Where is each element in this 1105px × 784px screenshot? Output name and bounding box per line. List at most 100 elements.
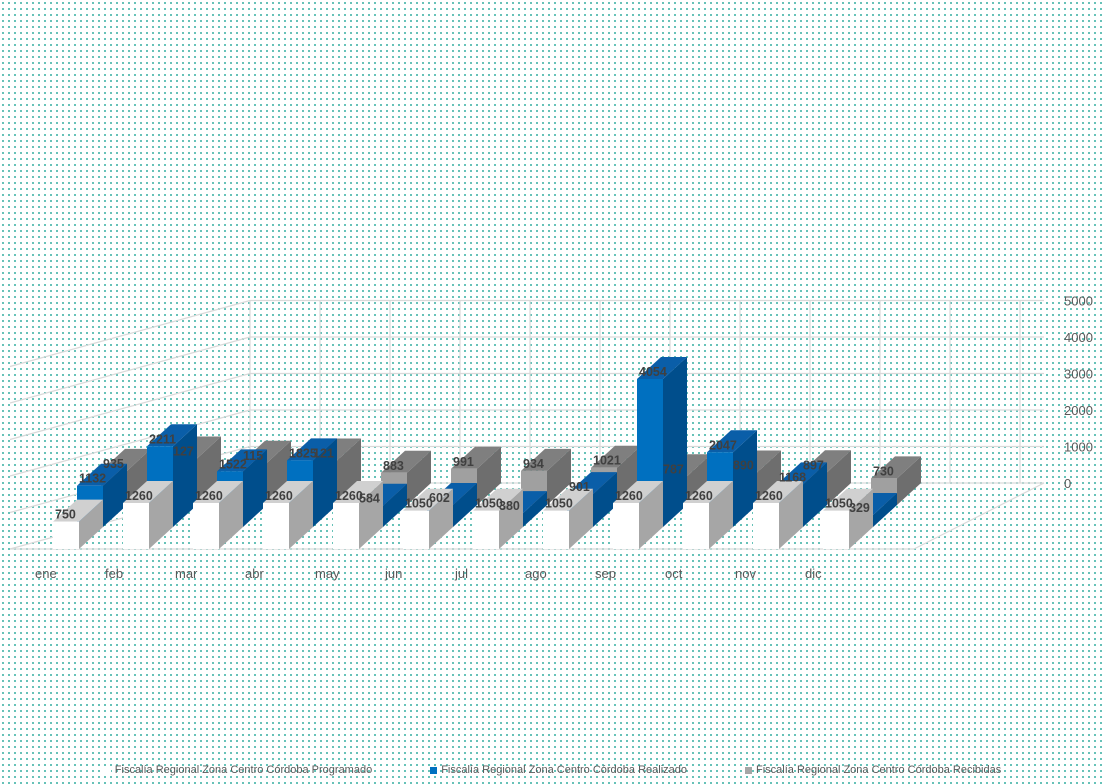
legend: Fiscalía Regional Zona Centro Córdoba Pr… bbox=[0, 764, 1105, 776]
bar-programado-top bbox=[543, 488, 593, 511]
bar-programado-side bbox=[79, 499, 103, 549]
category-label: ago bbox=[525, 566, 547, 581]
data-label: 1260 bbox=[755, 489, 783, 503]
data-label: 1522 bbox=[219, 457, 247, 471]
bar-programado-side bbox=[569, 488, 593, 549]
bar-realizado-side bbox=[103, 463, 127, 527]
bar-programado bbox=[613, 481, 663, 549]
bar-recibidas-side bbox=[617, 445, 641, 505]
bar-programado-front bbox=[193, 503, 219, 549]
data-label: 897 bbox=[803, 458, 824, 472]
bar-recibidas-top bbox=[521, 448, 571, 471]
bar-programado-top bbox=[263, 481, 313, 503]
chart: 0 1000 2000 3000 4000 5000 935 127 115 121 883 991… bbox=[9, 294, 1093, 581]
gridline-side bbox=[9, 299, 251, 368]
bar-programado-top bbox=[473, 488, 523, 511]
data-label: 1260 bbox=[125, 489, 153, 503]
data-label: 1050 bbox=[545, 497, 573, 511]
bar-programado-side bbox=[849, 488, 873, 549]
bar-programado-top bbox=[613, 481, 663, 503]
data-label: 1825 bbox=[289, 446, 317, 460]
data-label: 1050 bbox=[475, 497, 503, 511]
category-label: ene bbox=[35, 566, 57, 581]
bar-programado-front bbox=[683, 503, 709, 549]
data-label: 2047 bbox=[709, 438, 737, 452]
bar-programado-side bbox=[639, 481, 663, 549]
bar-realizado-top bbox=[567, 472, 617, 495]
bar-programado-front bbox=[263, 503, 289, 549]
category-label: feb bbox=[105, 566, 123, 581]
legend-label-realizado: Fiscalía Regional Zona Centro Córdoba Re… bbox=[441, 764, 688, 776]
legend-label-programado: Fiscalía Regional Zona Centro Córdoba Pr… bbox=[114, 764, 373, 776]
bar-programado-front bbox=[823, 510, 849, 549]
gridline-side bbox=[9, 372, 251, 441]
data-label: 1050 bbox=[825, 497, 853, 511]
category-label: oct bbox=[665, 566, 683, 581]
legend-item-programado: Fiscalía Regional Zona Centro Córdoba Pr… bbox=[103, 764, 373, 776]
bar-programado-top bbox=[683, 481, 733, 503]
data-label: 1260 bbox=[335, 489, 363, 503]
bar-programado-front bbox=[753, 503, 779, 549]
bar-programado bbox=[53, 499, 103, 549]
bar-recibidas-side bbox=[897, 456, 921, 505]
bar-realizado-top bbox=[287, 438, 337, 461]
bar-programado bbox=[753, 481, 803, 549]
bar-programado bbox=[123, 481, 173, 549]
bar-programado-front bbox=[543, 510, 569, 549]
bar-recibidas-side bbox=[407, 450, 431, 505]
bar-recibidas-side bbox=[267, 440, 291, 505]
bar-programado-side bbox=[499, 488, 523, 549]
bar-programado bbox=[543, 488, 593, 549]
bar-programado bbox=[403, 488, 453, 549]
bar-programado bbox=[193, 481, 243, 549]
bar-programado-side bbox=[359, 481, 383, 549]
category-label: abr bbox=[245, 566, 264, 581]
data-label: 1260 bbox=[685, 489, 713, 503]
data-label: 584 bbox=[359, 492, 380, 506]
data-label: 1260 bbox=[265, 489, 293, 503]
category-label: jul bbox=[454, 566, 468, 581]
data-label: 1168 bbox=[779, 470, 806, 484]
bar-programado-side bbox=[219, 481, 243, 549]
bar-programado-front bbox=[53, 521, 79, 549]
bar-programado-front bbox=[403, 510, 429, 549]
bar-realizado-top bbox=[777, 462, 827, 485]
data-label: 121 bbox=[313, 447, 334, 461]
bar-programado-top bbox=[753, 481, 803, 503]
axis-tick-label: 0 bbox=[1064, 476, 1071, 491]
bar-recibidas-top bbox=[871, 456, 921, 479]
bar-recibidas-side bbox=[827, 450, 851, 505]
data-label: 787 bbox=[663, 462, 684, 476]
bar-realizado-side bbox=[453, 483, 477, 527]
data-label: 329 bbox=[849, 501, 870, 515]
data-label: 1021 bbox=[593, 454, 621, 468]
category-label: sep bbox=[595, 566, 616, 581]
axis-ticks: 0 1000 2000 3000 4000 5000 bbox=[1064, 294, 1093, 492]
bar-realizado-top bbox=[637, 357, 687, 379]
bar-programado-front bbox=[473, 510, 499, 549]
data-label: 750 bbox=[55, 508, 76, 522]
bar-recibidas-side bbox=[127, 448, 151, 505]
data-label: 883 bbox=[383, 459, 404, 473]
data-label: 901 bbox=[569, 480, 590, 494]
bar-programado-side bbox=[779, 481, 803, 549]
bar-recibidas-top bbox=[451, 446, 501, 469]
bar-programado-front bbox=[613, 503, 639, 549]
bar-realizado-top bbox=[217, 449, 267, 472]
legend-item-realizado: Fiscalía Regional Zona Centro Córdoba Re… bbox=[430, 764, 687, 776]
bar-programado bbox=[683, 481, 733, 549]
legend-label-recibidas: Fiscalía Regional Zona Centro Córdoba Re… bbox=[756, 764, 1002, 776]
bar-realizado-side bbox=[243, 449, 267, 527]
bar-programado-side bbox=[709, 481, 733, 549]
data-label: 1260 bbox=[195, 489, 223, 503]
data-label: 2211 bbox=[149, 432, 176, 446]
bar-realizado-side bbox=[383, 483, 407, 527]
bar-recibidas-top bbox=[591, 445, 641, 468]
bar-realizado-side bbox=[873, 493, 897, 527]
bar-programado bbox=[333, 481, 383, 549]
bar-realizado-side bbox=[733, 430, 757, 527]
gridline-side bbox=[9, 409, 251, 477]
gridline-side bbox=[9, 336, 251, 404]
legend-swatch-programado bbox=[103, 766, 111, 774]
bar-realizado-side bbox=[313, 438, 337, 527]
